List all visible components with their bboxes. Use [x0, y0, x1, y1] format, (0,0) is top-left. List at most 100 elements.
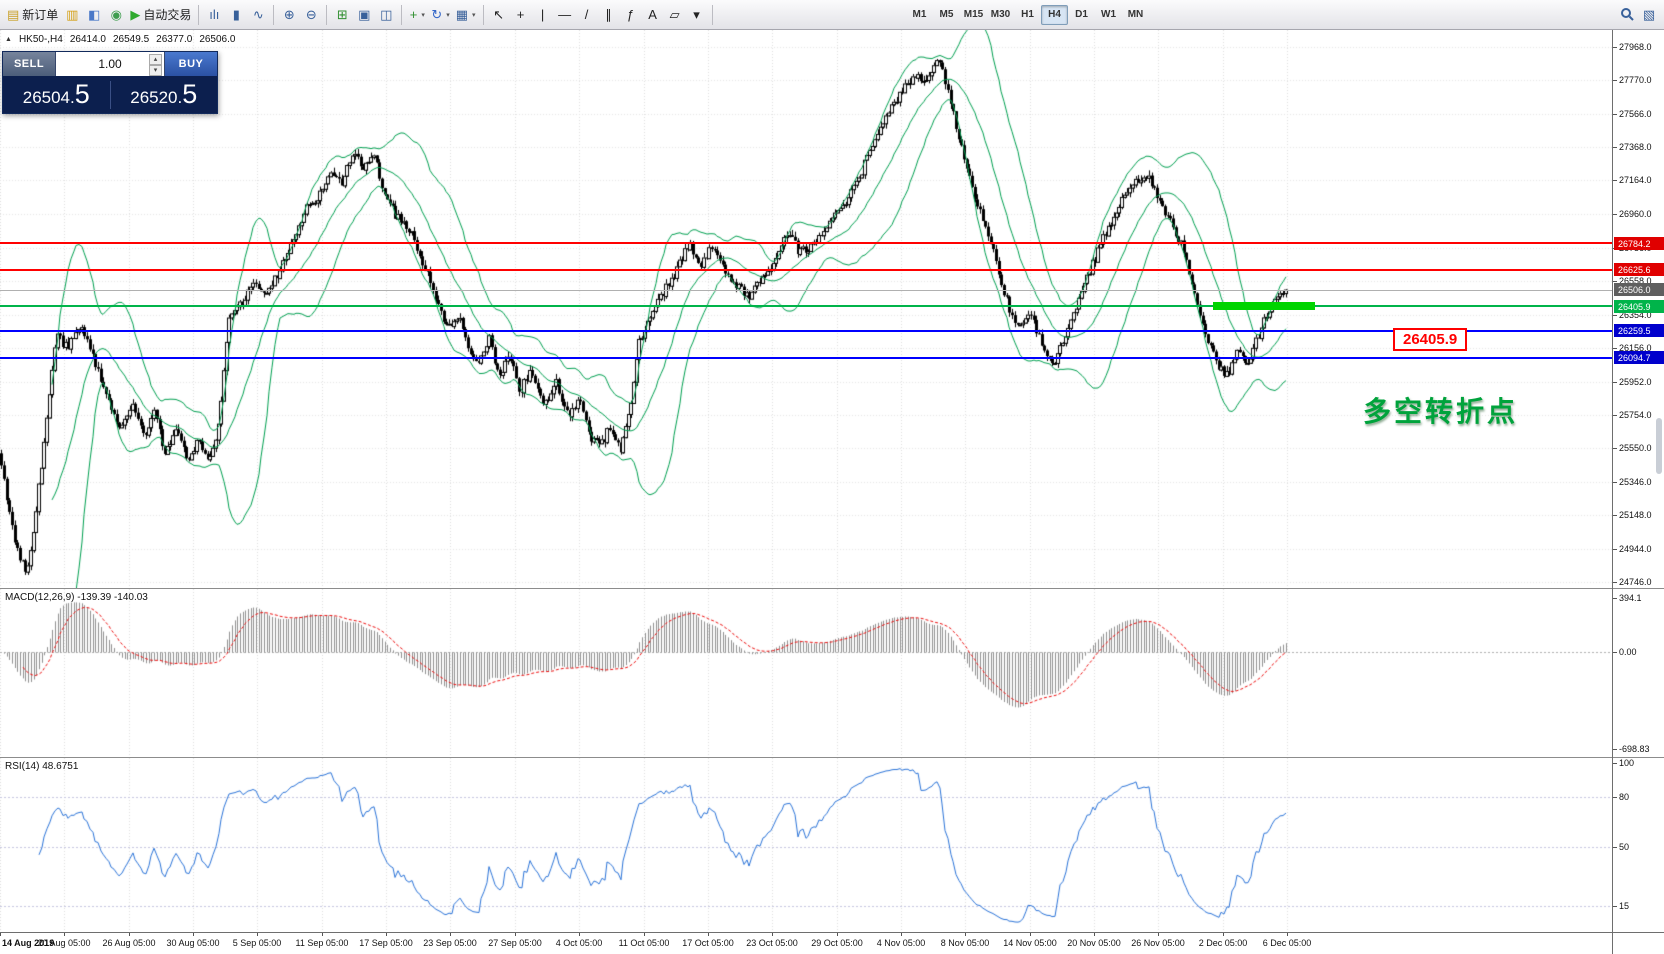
toolbar-separator — [326, 4, 328, 25]
timeframe-m30[interactable]: M30 — [990, 9, 1011, 20]
candlestick-button[interactable]: ▮ — [225, 4, 247, 26]
cursor-button[interactable]: ↖ — [488, 4, 510, 26]
buy-price[interactable]: 26520. 5 — [111, 79, 218, 110]
time-axis-tick — [965, 933, 966, 936]
price-axis-tick — [1613, 482, 1617, 483]
timeframe-w1[interactable]: W1 — [1101, 9, 1116, 20]
support-line-26259-5[interactable] — [0, 330, 1612, 332]
shapes-button[interactable]: ▾ — [686, 4, 708, 26]
pivot-line-26405-9[interactable] — [0, 305, 1612, 307]
price-axis-tick — [1613, 382, 1617, 383]
time-axis-label: 11 Oct 05:00 — [618, 938, 670, 948]
autotrade-button[interactable]: ▶ 自动交易 — [127, 4, 194, 26]
time-axis-tick — [0, 933, 1, 936]
price-badge-26405-9: 26405.9 — [1614, 300, 1664, 313]
pane-splitter[interactable] — [0, 588, 1664, 589]
timeframe-m15[interactable]: M15 — [963, 9, 984, 20]
timeframe-h1[interactable]: H1 — [1021, 9, 1034, 20]
timeframe-m5[interactable]: M5 — [939, 9, 954, 20]
time-axis-tick — [193, 933, 194, 936]
crosshair-button[interactable]: + — [510, 4, 532, 26]
line-chart-button[interactable]: ∿ — [247, 4, 269, 26]
timeframe-mn[interactable]: MN — [1127, 9, 1144, 20]
tile-horizontal-button[interactable]: ◫ — [375, 4, 397, 26]
price-badge-26784-2: 26784.2 — [1614, 237, 1664, 250]
bid-line-26506[interactable] — [0, 290, 1612, 291]
new-order-button[interactable]: ▤ 新订单 — [4, 4, 61, 26]
time-axis-tick — [901, 933, 902, 936]
price-axis-label: 27968.0 — [1619, 42, 1652, 52]
ohlc-low: 26377.0 — [156, 34, 193, 45]
time-axis-label: 20 Nov 05:00 — [1067, 938, 1121, 948]
cascade-windows-icon: ▣ — [358, 7, 371, 22]
price-axis[interactable]: 27968.0 27770.0 27566.0 27368.0 27164.0 26960… — [1613, 30, 1664, 932]
arrows-button[interactable]: ▱ — [664, 4, 686, 26]
turning-point-annotation[interactable]: 多空转折点 — [1363, 396, 1519, 427]
new-order-button-label: 新订单 — [22, 8, 59, 22]
time-axis-label: 11 Sep 05:00 — [295, 938, 349, 948]
sell-price[interactable]: 26504. 5 — [3, 79, 110, 110]
price-axis-tick — [1613, 147, 1617, 148]
cascade-windows-button[interactable]: ▣ — [353, 4, 375, 26]
zoom-out-button[interactable]: ⊖ — [300, 4, 322, 26]
macd-chart-canvas[interactable] — [0, 589, 1612, 757]
price-axis-label: 24746.0 — [1619, 577, 1652, 587]
timeframe-h4[interactable]: H4 — [1041, 4, 1068, 25]
volume-down-icon[interactable]: ▾ — [149, 65, 162, 76]
trendline-button[interactable]: / — [576, 4, 598, 26]
vertical-line-icon: | — [540, 7, 545, 22]
macd-indicator-pane — [0, 589, 1612, 757]
new-order-icon: ▤ — [7, 7, 20, 22]
timeframe-m1[interactable]: M1 — [912, 9, 927, 20]
price-axis-tick — [1613, 515, 1617, 516]
collapse-panel-icon[interactable]: ▲ — [5, 36, 12, 43]
price-axis-label: 27368.0 — [1619, 142, 1652, 152]
time-axis-label: 23 Sep 05:00 — [423, 938, 477, 948]
sell-button[interactable]: SELL — [3, 52, 55, 76]
resistance-line-26784-2[interactable] — [0, 242, 1612, 244]
channel-button[interactable]: ∥ — [598, 4, 620, 26]
price-badge-26094-7: 26094.7 — [1614, 351, 1664, 364]
price-axis-label: 25148.0 — [1619, 510, 1652, 520]
time-axis[interactable]: 14 Aug 2019 20 Aug 05:00 26 Aug 05:00 30 Au… — [0, 932, 1664, 954]
chart-properties-icon: ▧ — [1642, 6, 1656, 22]
data-window-icon: ◧ — [88, 7, 101, 22]
bar-chart-icon: ılı — [209, 7, 220, 22]
rsi-chart-canvas[interactable] — [0, 758, 1612, 932]
volume-up-icon[interactable]: ▴ — [149, 54, 162, 65]
fibonacci-button[interactable]: ƒ — [620, 4, 642, 26]
navigator-button[interactable]: ◉ — [105, 4, 127, 26]
scrollbar-thumb[interactable] — [1656, 418, 1662, 474]
data-window-button[interactable]: ◧ — [83, 4, 105, 26]
timeframe-d1[interactable]: D1 — [1075, 9, 1088, 20]
rsi-indicator-label: RSI(14) 48.6751 — [5, 761, 79, 772]
text-button[interactable]: A — [642, 4, 664, 26]
candlestick-chart-canvas[interactable] — [0, 30, 1612, 588]
resistance-line-26625-6[interactable] — [0, 269, 1612, 271]
buy-button[interactable]: BUY — [165, 52, 217, 76]
search-symbols-button[interactable] — [1616, 3, 1638, 25]
time-axis-tick — [450, 933, 451, 936]
new-chart-button[interactable]: + ▾ — [406, 4, 428, 26]
fibonacci-icon: ƒ — [626, 7, 635, 22]
profiles-button[interactable]: ↻ ▾ — [428, 4, 452, 26]
horizontal-line-button[interactable]: — — [554, 4, 576, 26]
time-axis-tick — [129, 933, 130, 936]
pane-splitter[interactable] — [0, 757, 1664, 758]
time-axis-label: 14 Nov 05:00 — [1003, 938, 1057, 948]
shapes-icon: ▾ — [693, 7, 700, 22]
market-watch-button[interactable]: ▥ — [61, 4, 83, 26]
highlight-segment[interactable] — [1213, 302, 1315, 310]
chart-properties-button[interactable]: ▧ — [1638, 3, 1660, 25]
templates-button[interactable]: ▦ ▾ — [453, 4, 479, 26]
bar-chart-button[interactable]: ılı — [203, 4, 225, 26]
ohlc-open: 26414.0 — [69, 34, 106, 45]
price-callout-label[interactable]: 26405.9 — [1393, 328, 1468, 351]
vertical-line-button[interactable]: | — [532, 4, 554, 26]
support-line-26094-7[interactable] — [0, 357, 1612, 359]
zoom-in-button[interactable]: ⊕ — [278, 4, 300, 26]
time-axis-tick — [322, 933, 323, 936]
volume-spinner[interactable]: 1.00 ▴ ▾ — [55, 52, 165, 76]
trendline-icon: / — [584, 7, 589, 22]
tile-windows-button[interactable]: ⊞ — [331, 4, 353, 26]
